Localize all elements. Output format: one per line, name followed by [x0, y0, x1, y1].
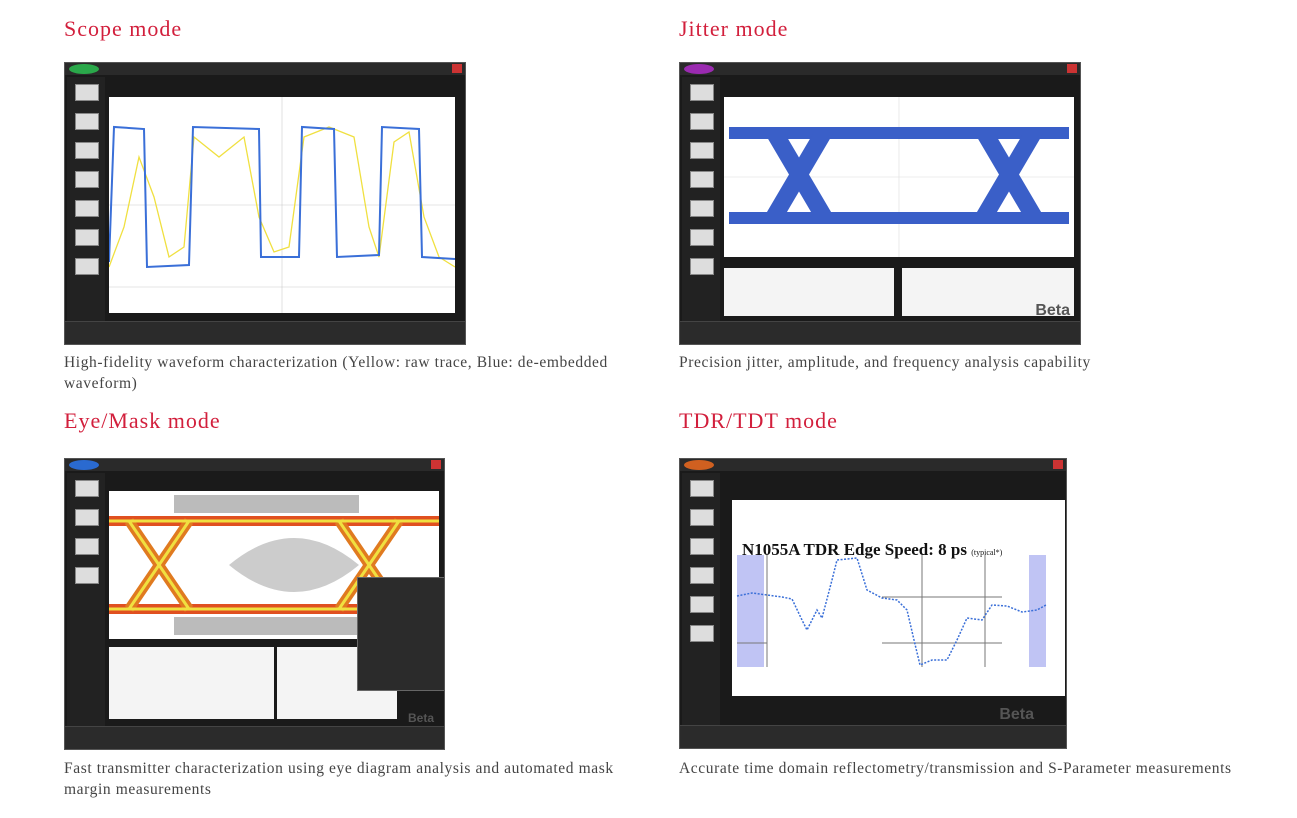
logo — [684, 460, 714, 470]
eye-plot — [724, 97, 1074, 257]
caption-tdr: Accurate time domain reflectometry/trans… — [679, 760, 1232, 777]
eyemask-mode-screenshot: Beta — [64, 458, 445, 750]
section-title-eyemask: Eye/Mask mode — [64, 408, 221, 433]
scope-mode-screenshot — [64, 62, 466, 345]
tdr-mode-screenshot: N1055A TDR Edge Speed: 8 ps (typical*) B… — [679, 458, 1067, 749]
section-title-jitter: Jitter mode — [679, 16, 789, 41]
beta-label: Beta — [407, 711, 434, 725]
waveform-plot — [109, 97, 455, 313]
logo — [684, 64, 714, 74]
logo — [69, 64, 99, 74]
tdr-slide: N1055A TDR Edge Speed: 8 ps (typical*) — [732, 500, 1065, 696]
caption-eyemask: Fast transmitter characterization using … — [64, 760, 614, 798]
caption-scope: High-fidelity waveform characterization … — [64, 354, 608, 392]
beta-label: Beta — [999, 706, 1034, 723]
logo — [69, 460, 99, 470]
section-title-tdr: TDR/TDT mode — [679, 408, 838, 433]
section-title-scope: Scope mode — [64, 16, 183, 41]
beta-label: Beta — [1035, 302, 1070, 319]
slide-title: N1055A TDR Edge Speed: 8 ps (typical*) — [742, 540, 1003, 559]
jitter-mode-screenshot: Beta — [679, 62, 1081, 345]
caption-jitter: Precision jitter, amplitude, and frequen… — [679, 354, 1091, 371]
